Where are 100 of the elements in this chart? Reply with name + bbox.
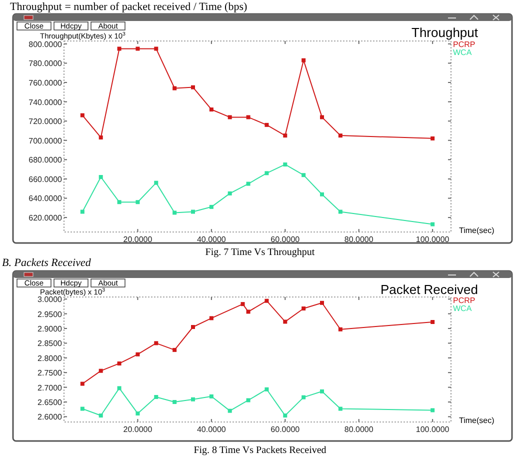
point (283, 162, 288, 166)
point (154, 46, 158, 51)
y-tick-label: 3.0000 (38, 295, 63, 304)
point (209, 316, 214, 320)
y-tick-label: 680.0000 (28, 156, 63, 165)
text: Throughput = number of packet received / Time (bps) (10, 1, 248, 13)
point (117, 386, 122, 390)
text: PCRP (453, 296, 476, 305)
point (228, 191, 232, 196)
point (154, 341, 158, 346)
y-tick-label: 800.0000 (28, 40, 63, 49)
point (209, 107, 214, 112)
point (228, 115, 232, 120)
y-tick-label: 2.7000 (38, 383, 63, 392)
point (283, 134, 288, 138)
point (264, 122, 269, 127)
point (98, 135, 103, 140)
point (209, 394, 214, 398)
y-tick-label: 2.9500 (38, 310, 63, 319)
point (98, 175, 103, 180)
y-tick-label: 2.9000 (38, 324, 63, 334)
x-axis-title: Time(sec) (459, 416, 495, 425)
point (338, 134, 342, 138)
y-tick-label: 740.0000 (28, 98, 63, 107)
point (80, 113, 84, 118)
point (246, 115, 250, 120)
point (302, 173, 306, 178)
point (430, 222, 435, 226)
point (430, 320, 435, 324)
point (320, 192, 324, 196)
point (172, 348, 177, 352)
point (430, 408, 435, 412)
y-tick-label: 620.0000 (28, 214, 63, 223)
point (302, 395, 306, 400)
y-tick-label: 2.8500 (38, 339, 63, 348)
point (246, 398, 250, 402)
x-tick-label: 100.0000 (416, 425, 450, 434)
point (136, 46, 140, 51)
point (191, 397, 195, 402)
point (302, 58, 306, 62)
point (80, 406, 84, 411)
text: WCA (453, 304, 472, 313)
point (228, 408, 232, 413)
point (172, 210, 177, 215)
y-tick-label: 2.7500 (38, 368, 63, 378)
x-tick-label: 20.0000 (123, 425, 153, 434)
point (98, 414, 103, 418)
point (264, 171, 269, 176)
point (209, 204, 214, 209)
point (117, 361, 122, 366)
point (191, 85, 195, 90)
point (264, 298, 269, 303)
point (240, 302, 245, 306)
x-tick-label: 80.0000 (344, 235, 374, 244)
caption: Fig. 8 Time Vs Packets Received (194, 445, 326, 456)
y-tick-label: 660.0000 (28, 174, 63, 184)
text: WCA (453, 48, 472, 57)
point (80, 210, 84, 214)
y-tick-label: 780.0000 (28, 59, 63, 68)
point (283, 320, 288, 324)
point (154, 180, 158, 185)
point (302, 306, 306, 310)
y-tick-label: 640.0000 (28, 194, 63, 204)
point (430, 136, 435, 140)
y-tick-label: 760.0000 (28, 78, 63, 88)
point (172, 86, 177, 90)
point (117, 46, 122, 51)
point (136, 411, 140, 416)
point (80, 382, 84, 386)
point (264, 387, 269, 392)
y-tick-label: 2.6500 (38, 398, 63, 407)
point (320, 115, 324, 120)
y-tick-label: 2.6000 (38, 412, 63, 422)
x-tick-label: 40.0000 (196, 235, 226, 244)
point (98, 368, 103, 373)
x-tick-label: 60.0000 (270, 425, 300, 434)
y-tick-label: 2.8000 (38, 354, 63, 363)
x-tick-label: 100.0000 (416, 235, 450, 244)
point (338, 406, 342, 411)
point (246, 310, 250, 314)
point (117, 200, 122, 204)
text: B. Packets Received (2, 257, 92, 269)
point (283, 414, 288, 418)
x-axis-title: Time(sec) (459, 226, 495, 235)
y-tick-label: 700.0000 (28, 136, 63, 146)
point (338, 327, 342, 332)
point (320, 389, 324, 394)
x-tick-label: 40.0000 (196, 425, 226, 434)
point (172, 400, 177, 404)
point (191, 325, 195, 329)
point (320, 300, 324, 305)
point (136, 352, 140, 356)
x-tick-label: 60.0000 (270, 235, 300, 244)
point (338, 210, 342, 214)
x-tick-label: 80.0000 (344, 425, 374, 434)
chart-title: Throughput (412, 25, 478, 40)
point (154, 395, 158, 399)
y-tick-label: 720.0000 (28, 117, 63, 126)
chart-title: Packet Received (380, 282, 478, 297)
point (246, 182, 250, 186)
